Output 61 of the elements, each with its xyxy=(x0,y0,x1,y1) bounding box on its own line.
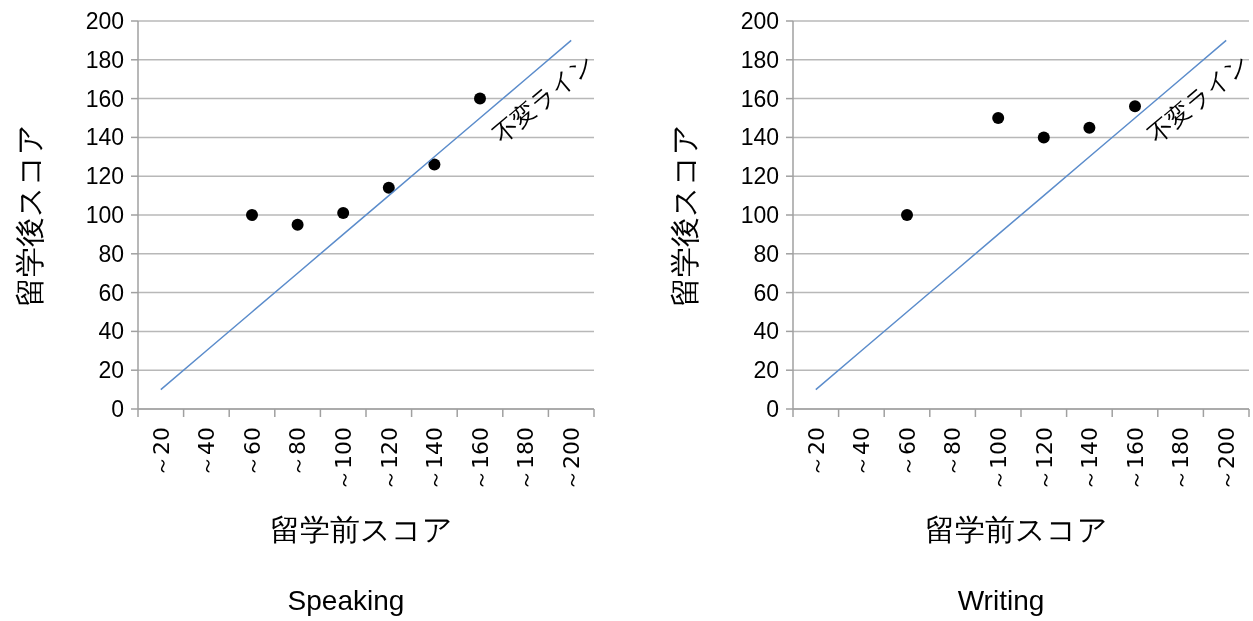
y-tick-label: 20 xyxy=(753,357,779,384)
y-axis-title: 留学後スコア xyxy=(12,123,47,307)
point xyxy=(992,112,1005,124)
y-tick-label: 100 xyxy=(740,202,779,229)
x-tick-label: ～160 xyxy=(1122,427,1148,491)
point xyxy=(246,209,258,221)
x-axis-title: 留学前スコア xyxy=(269,512,453,547)
point xyxy=(1083,121,1096,134)
point xyxy=(428,158,441,171)
y-tick-label: 120 xyxy=(740,163,779,190)
point xyxy=(291,218,304,231)
y-tick-label: 200 xyxy=(740,8,779,35)
x-tick-label: ～160 xyxy=(467,427,493,491)
y-tick-label: 40 xyxy=(98,318,124,345)
text: Speaking xyxy=(287,585,405,616)
y-tick-label: 40 xyxy=(753,318,779,345)
point xyxy=(1129,100,1141,113)
y-tick-label: 80 xyxy=(753,240,779,267)
point xyxy=(337,207,350,220)
text: 不変ライン xyxy=(487,47,600,150)
y-tick-label: 180 xyxy=(740,46,779,73)
x-tick-label: ～40 xyxy=(849,427,875,477)
y-tick-label: 20 xyxy=(98,357,124,384)
x-tick-label: ～60 xyxy=(894,427,920,477)
x-tick-label: ～200 xyxy=(558,427,584,491)
y-tick-label: 180 xyxy=(85,46,124,73)
x-tick-label: ～100 xyxy=(330,427,356,491)
y-axis-title: 留学後スコア xyxy=(667,123,702,307)
x-tick-label: ～120 xyxy=(1031,427,1057,491)
y-tick-label: 0 xyxy=(766,396,779,423)
y-tick-label: 0 xyxy=(111,396,124,423)
x-tick-label: ～140 xyxy=(1077,427,1103,491)
x-tick-label: ～180 xyxy=(513,427,539,491)
y-tick-label: 60 xyxy=(98,279,124,306)
x-tick-label: ～200 xyxy=(1213,427,1239,491)
point xyxy=(382,181,395,194)
x-tick-label: ～20 xyxy=(148,427,174,477)
x-tick-label: ～100 xyxy=(985,427,1011,491)
point xyxy=(1037,131,1050,144)
y-tick-label: 60 xyxy=(753,279,779,306)
y-tick-label: 140 xyxy=(85,124,124,151)
y-tick-label: 160 xyxy=(740,85,779,112)
y-tick-label: 160 xyxy=(85,85,124,112)
x-tick-label: ～60 xyxy=(239,427,265,477)
x-tick-label: ～140 xyxy=(422,427,448,491)
y-tick-label: 140 xyxy=(740,124,779,151)
x-tick-label: ～180 xyxy=(1168,427,1194,491)
y-tick-label: 100 xyxy=(85,202,124,229)
x-tick-label: ～80 xyxy=(285,427,311,477)
y-tick-label: 200 xyxy=(85,8,124,35)
x-tick-label: ～20 xyxy=(803,427,829,477)
x-tick-label: ～80 xyxy=(940,427,966,477)
text: 不変ライン xyxy=(1142,47,1253,150)
point xyxy=(901,209,913,221)
point xyxy=(474,92,486,105)
text: Writing xyxy=(957,585,1045,616)
y-tick-label: 80 xyxy=(98,240,124,267)
x-tick-label: ～120 xyxy=(376,427,402,491)
y-tick-label: 120 xyxy=(85,163,124,190)
x-tick-label: ～40 xyxy=(194,427,220,477)
x-axis-title: 留学前スコア xyxy=(924,512,1108,547)
